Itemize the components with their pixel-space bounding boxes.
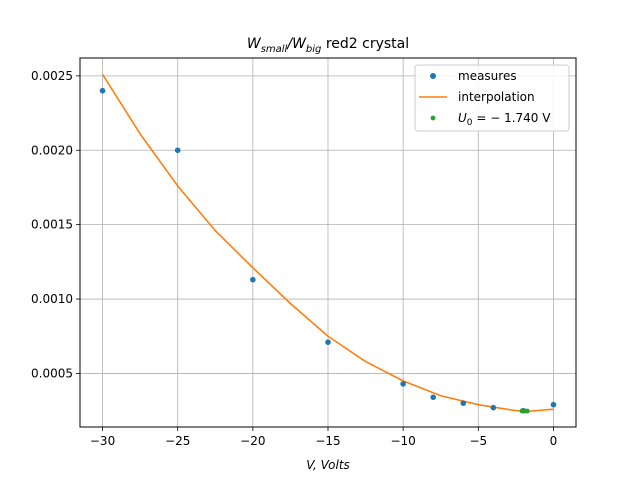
data-point-measures xyxy=(430,394,437,401)
title-sub-big: big xyxy=(306,44,321,55)
chart-title: Wsmall/Wbig red2 crystal xyxy=(247,36,409,55)
legend-label-measures: measures xyxy=(458,69,517,83)
title-rest: red2 crystal xyxy=(321,36,409,52)
y-tick-label: 0.0015 xyxy=(31,218,73,232)
data-point-u0 xyxy=(524,408,530,414)
legend-label-u0: U0 = − 1.740 V xyxy=(458,111,551,128)
legend: measures interpolation U0 = − 1.740 V xyxy=(414,64,570,132)
data-point-measures xyxy=(99,87,106,94)
legend-box xyxy=(414,64,570,132)
x-tick-label: 0 xyxy=(550,434,558,448)
x-axis-label: V, Volts xyxy=(306,458,350,472)
data-point-measures xyxy=(174,147,181,154)
series-line-interpolation xyxy=(101,73,554,413)
legend-u0-var: U xyxy=(458,111,467,125)
plot-area xyxy=(99,73,557,414)
y-tick-label: 0.0020 xyxy=(31,143,73,157)
data-point-measures xyxy=(460,400,467,406)
title-w: W xyxy=(247,36,262,52)
title-slash: / xyxy=(285,36,293,52)
title-w2: W xyxy=(292,36,307,52)
legend-marker-measures xyxy=(430,73,436,79)
x-tick-label: −30 xyxy=(90,434,115,448)
grid xyxy=(80,58,576,427)
x-tick-label: −25 xyxy=(165,434,190,448)
y-tick-label: 0.0005 xyxy=(31,366,73,380)
data-point-measures xyxy=(490,404,497,411)
data-point-measures xyxy=(250,276,256,283)
data-point-measures xyxy=(325,339,331,345)
data-point-measures xyxy=(400,381,406,387)
y-tick-label: 0.0010 xyxy=(31,292,73,306)
title-sub-small: small xyxy=(261,44,288,55)
x-tick-label: −20 xyxy=(240,434,265,448)
legend-marker-u0 xyxy=(430,115,436,121)
data-point-measures xyxy=(550,401,557,408)
x-tick-label: −10 xyxy=(390,434,415,448)
legend-u0-sub: 0 xyxy=(467,118,473,128)
x-axis: −30 −25 −20 −15 −10 −5 0 xyxy=(90,427,557,448)
y-tick-label: 0.0025 xyxy=(31,69,73,83)
x-tick-label: −15 xyxy=(315,434,340,448)
x-tick-label: −5 xyxy=(469,434,487,448)
y-axis: 0.0005 0.0010 0.0015 0.0020 0.0025 xyxy=(31,69,80,380)
legend-label-interpolation: interpolation xyxy=(458,90,535,104)
legend-u0-eq: = − 1.740 V xyxy=(473,111,552,125)
